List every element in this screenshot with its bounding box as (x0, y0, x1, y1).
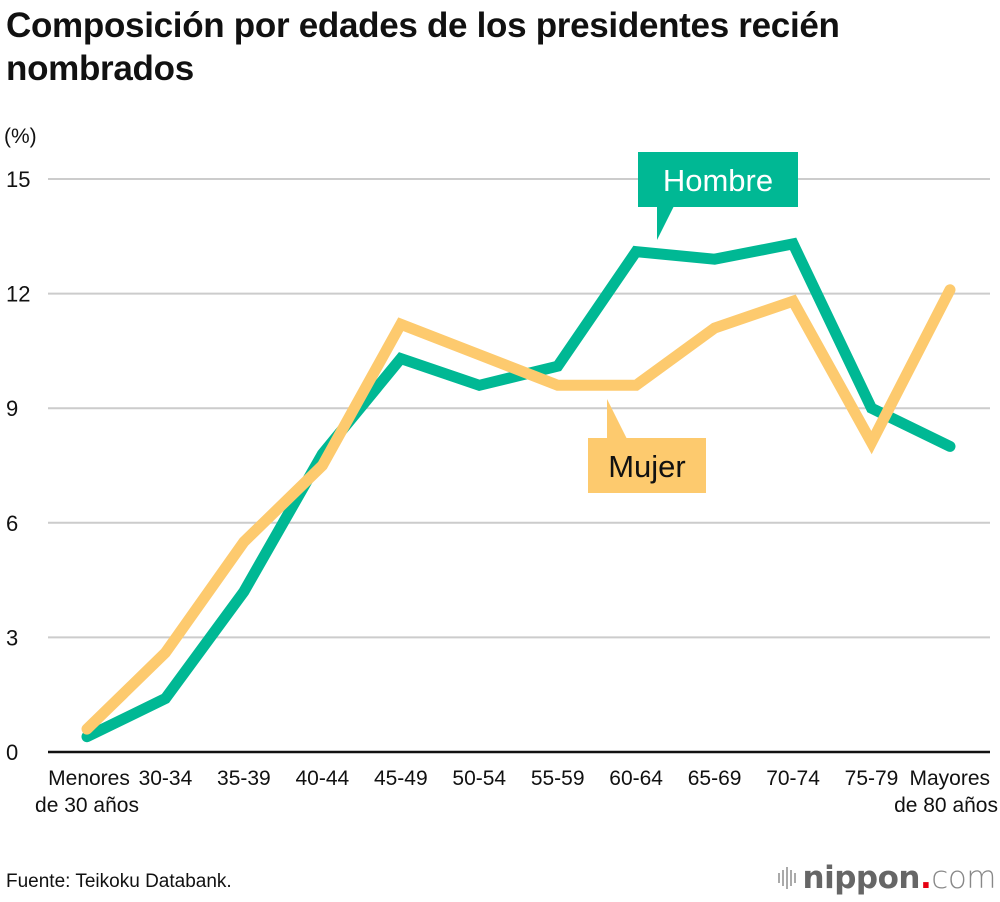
y-tick-label: 3 (6, 625, 18, 650)
chart-title: Composición por edades de los presidente… (6, 6, 840, 88)
x-tick-label: 75-79 (845, 767, 899, 790)
gridlines (48, 178, 990, 754)
legend-label-hombre: Hombre (663, 163, 773, 198)
legend-label-mujer: Mujer (608, 449, 686, 484)
sound-bars-icon (777, 867, 796, 889)
series-line-mujer (81, 284, 956, 735)
y-axis-unit: (%) (4, 125, 37, 148)
y-axis-ticks: 0 3 6 9 12 15 (6, 167, 30, 765)
x-tick-label: 45-49 (374, 767, 428, 790)
y-tick-label: 9 (6, 396, 18, 421)
series-line-hombre (81, 237, 956, 743)
series-lines (81, 237, 956, 743)
hombre-callout-box (638, 152, 798, 207)
brand-suffix: com (931, 860, 996, 896)
x-tick-label: de 80 años (894, 794, 998, 817)
series-callouts: Hombre Mujer (588, 152, 798, 493)
x-tick-label: 55-59 (531, 767, 585, 790)
source-note: Fuente: Teikoku Databank. (6, 871, 232, 892)
x-tick-label: de 30 años (35, 794, 139, 817)
x-tick-label: Mayores (909, 767, 990, 790)
y-tick-label: 15 (6, 167, 30, 192)
y-tick-label: 12 (6, 282, 30, 307)
x-tick-label: 60-64 (609, 767, 663, 790)
x-tick-label: 50-54 (452, 767, 506, 790)
x-tick-label: 70-74 (766, 767, 820, 790)
mujer-callout-box (588, 438, 706, 493)
x-tick-label: 35-39 (217, 767, 271, 790)
mujer-callout-pointer (607, 399, 627, 439)
nippon-logo: nippon.com (777, 860, 996, 896)
y-tick-label: 0 (6, 740, 18, 765)
x-tick-label: 40-44 (295, 767, 349, 790)
y-tick-label: 6 (6, 511, 18, 536)
brand-dot: . (920, 860, 932, 896)
hombre-callout-pointer (657, 206, 674, 240)
x-tick-label: Menores (48, 767, 130, 790)
brand-name: nippon (802, 860, 921, 896)
x-tick-label: 65-69 (688, 767, 742, 790)
x-tick-label: 30-34 (139, 767, 193, 790)
